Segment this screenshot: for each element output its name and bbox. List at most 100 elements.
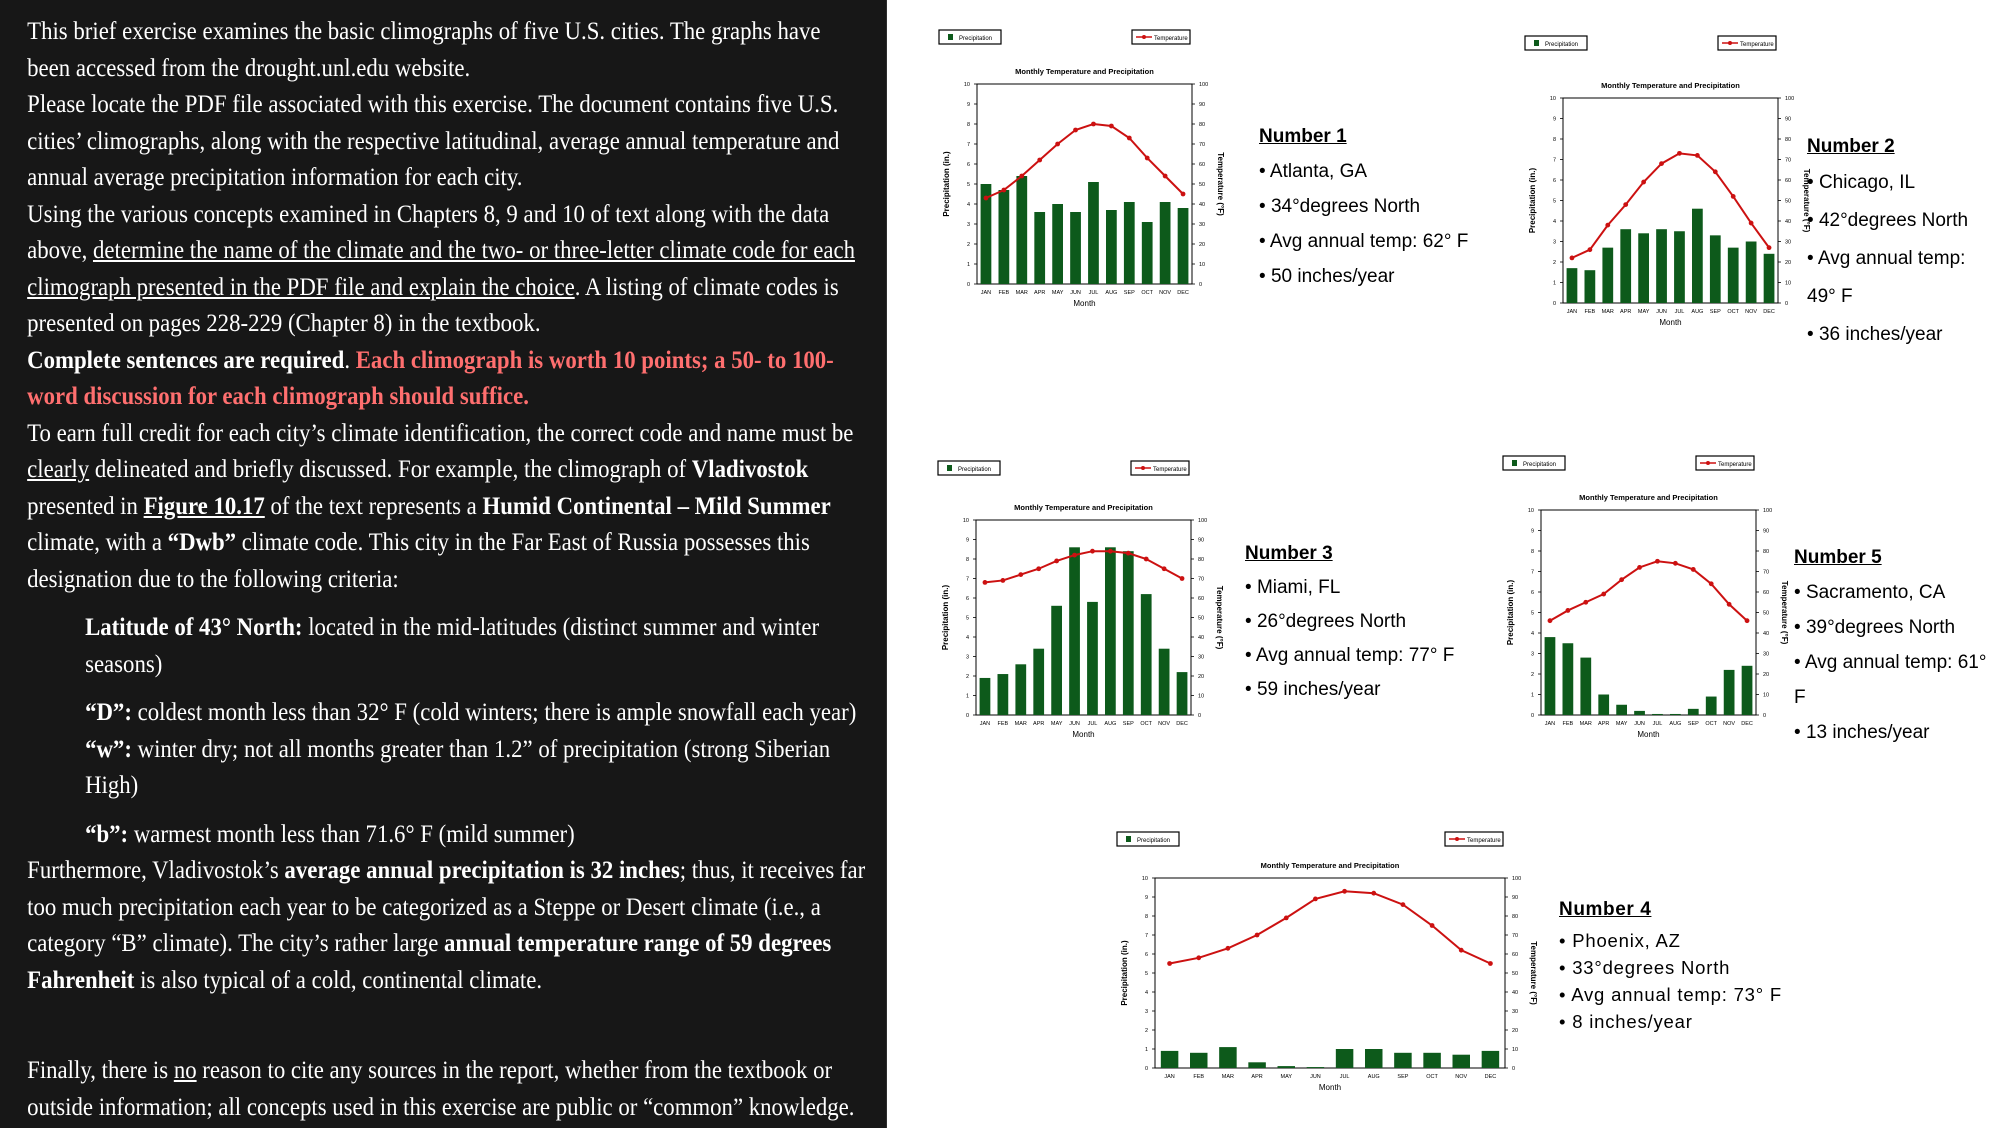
furthermore-text-b: ; thus, it receives far too much precipi… xyxy=(27,857,866,957)
left-tick-label: 9 xyxy=(1553,117,1556,123)
city-precip: 50 inches/year xyxy=(1259,259,1468,294)
precip-bar xyxy=(1394,1052,1412,1068)
x-tick-label: JAN xyxy=(981,290,991,296)
example-figure-ref: Figure 10.17 xyxy=(143,492,265,520)
city-avg-temp: Avg annual temp: 62° F xyxy=(1259,224,1468,259)
x-tick-label: AUG xyxy=(1104,721,1116,727)
legend-precip-label: Precipitation xyxy=(959,36,992,42)
left-tick-label: 8 xyxy=(1531,549,1534,555)
precip-bar xyxy=(1015,664,1027,715)
legend-temp-label: Temperature xyxy=(1153,467,1187,473)
city-name: Chicago, IL xyxy=(1807,164,1997,202)
left-tick-label: 6 xyxy=(1531,590,1534,596)
left-tick-label: 7 xyxy=(1145,933,1148,939)
furthermore-text-c: is also typical of a cold, continental c… xyxy=(134,966,543,994)
temperature-point xyxy=(1690,567,1696,572)
left-tick-label: 0 xyxy=(966,713,969,719)
right-tick-label: 90 xyxy=(1199,102,1205,108)
precip-bar xyxy=(1423,1052,1441,1068)
city-number-heading: Number 3 xyxy=(1245,543,1333,564)
right-tick-label: 0 xyxy=(1198,713,1201,719)
criterion-b-label: “b”: xyxy=(85,820,129,848)
right-tick-label: 100 xyxy=(1785,96,1794,102)
temperature-point xyxy=(1000,578,1006,583)
left-tick-label: 6 xyxy=(1553,178,1556,184)
left-tick-label: 8 xyxy=(966,557,969,563)
precip-bar xyxy=(1452,1054,1470,1068)
left-tick-label: 8 xyxy=(1553,137,1556,143)
left-tick-label: 9 xyxy=(1145,895,1148,901)
city-latitude: 33°degrees North xyxy=(1559,954,1782,981)
precip-bar xyxy=(1335,1049,1354,1068)
left-tick-label: 0 xyxy=(1553,301,1556,307)
temperature-point xyxy=(1583,599,1589,605)
example-text-a: To earn full credit for each city’s clim… xyxy=(27,419,854,447)
left-tick-label: 0 xyxy=(967,282,970,288)
legend-temp-label: Temperature xyxy=(1718,462,1752,468)
x-tick-label: NOV xyxy=(1723,721,1735,727)
temperature-point xyxy=(1371,890,1377,896)
left-tick-label: 3 xyxy=(1553,240,1556,246)
precip-bar xyxy=(1763,253,1775,303)
example-text-f: climate code. This city in the Far East … xyxy=(27,529,810,593)
legend: Precipitation Temperature xyxy=(938,29,1191,45)
x-tick-label: OCT xyxy=(1140,721,1152,727)
right-tick-label: 50 xyxy=(1199,182,1205,188)
city-number-heading: Number 1 xyxy=(1259,126,1347,147)
task-text-a: Using the various concepts examined in C… xyxy=(27,200,830,265)
precip-bar xyxy=(1277,1066,1295,1068)
x-tick-label: APR xyxy=(1598,721,1609,727)
temperature-point xyxy=(1254,932,1260,938)
temperature-point xyxy=(1072,552,1077,558)
city-latitude: 39°degrees North xyxy=(1794,610,1997,645)
temperature-point xyxy=(1054,558,1060,564)
precip-bar xyxy=(1705,696,1717,715)
right-tick-label: 80 xyxy=(1199,122,1205,128)
right-tick-label: 20 xyxy=(1199,242,1205,248)
precip-bar xyxy=(1365,1049,1383,1068)
legend-temp-label: Temperature xyxy=(1740,42,1774,48)
temperature-point xyxy=(1144,155,1150,161)
left-tick-label: 3 xyxy=(967,222,970,228)
temperature-point xyxy=(1587,247,1593,253)
x-tick-label: JUL xyxy=(1653,721,1663,727)
criterion-b: “b”: warmest month less than 71.6° F (mi… xyxy=(27,817,867,854)
left-tick-label: 6 xyxy=(966,596,969,602)
legend-temp-box xyxy=(1444,831,1504,847)
precip-bar xyxy=(1033,648,1045,715)
legend-temp-box xyxy=(1717,35,1777,51)
x-tick-label: MAY xyxy=(1051,721,1063,727)
x-tick-label: FEB xyxy=(998,721,1009,727)
city-avg-temp: Avg annual temp: 61° F xyxy=(1794,645,1997,715)
precip-bar xyxy=(1070,212,1081,284)
x-tick-label: MAR xyxy=(1015,721,1027,727)
left-tick-label: 4 xyxy=(966,635,969,641)
precip-bar xyxy=(1634,710,1645,715)
x-tick-label: JUN xyxy=(1634,721,1645,727)
right-tick-label: 90 xyxy=(1785,117,1791,123)
x-tick-label: AUG xyxy=(1669,721,1681,727)
chart-title: Monthly Temperature and Precipitation xyxy=(1261,861,1400,870)
example-climate-name: Humid Continental – Mild Summer xyxy=(482,492,831,520)
precip-bar xyxy=(1051,605,1062,715)
precip-bar xyxy=(1616,704,1627,715)
temperature-point xyxy=(1090,548,1095,554)
temperature-point xyxy=(1677,150,1682,156)
precip-bar xyxy=(1584,270,1596,303)
x-tick-label: FEB xyxy=(999,290,1010,296)
temperature-point xyxy=(1726,601,1732,607)
city-info-number-3: Number 3 Miami, FL 26°degrees North Avg … xyxy=(1245,543,1454,707)
example-vladivostok: Vladivostok xyxy=(691,456,809,483)
right-tick-label: 80 xyxy=(1198,557,1204,563)
right-tick-label: 60 xyxy=(1785,178,1791,184)
x-tick-label: SEP xyxy=(1688,721,1699,727)
city-avg-temp: Avg annual temp: 77° F xyxy=(1245,639,1454,673)
precip-bar xyxy=(1087,601,1098,715)
left-tick-label: 4 xyxy=(1145,990,1148,996)
requirement-end: . xyxy=(523,383,529,410)
x-tick-label: MAR xyxy=(1016,290,1028,296)
y-axis-left-label: Precipitation (in.) xyxy=(1120,940,1129,1006)
right-tick-label: 100 xyxy=(1512,876,1521,882)
temperature-point xyxy=(1107,548,1113,554)
temperature-point xyxy=(1637,565,1642,570)
